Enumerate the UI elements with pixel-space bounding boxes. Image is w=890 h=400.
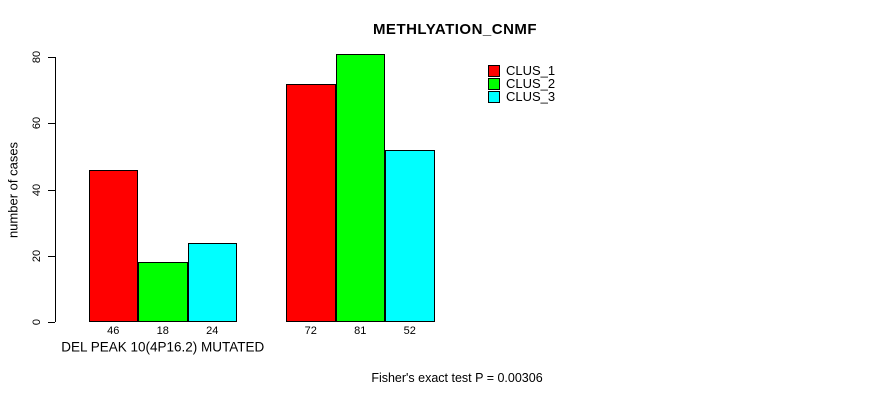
- legend-label: CLUS_1: [506, 63, 556, 78]
- bar-value-label: 81: [354, 325, 367, 337]
- legend-swatch-clus_2: [488, 77, 500, 90]
- y-axis-tick-label: 60: [31, 117, 43, 130]
- bar-value-label: 46: [107, 325, 120, 337]
- legend-item-clus_1: CLUS_1: [488, 64, 555, 77]
- y-axis-tick-label: 80: [31, 50, 43, 64]
- bar-value-label: 52: [403, 325, 416, 337]
- bar-clus_2-group2: [335, 53, 385, 322]
- y-axis-tick-label: 20: [31, 249, 43, 262]
- y-axis-tick: [48, 255, 55, 257]
- y-axis-tick: [48, 57, 55, 58]
- y-axis-label: number of cases: [5, 141, 21, 239]
- fisher-test-annotation: Fisher's exact test P = 0.00306: [371, 371, 543, 385]
- category-label: DEL PEAK 10(4P16.2) MUTATED: [61, 339, 265, 355]
- bar-clus_3-group2: [385, 149, 435, 322]
- y-axis-tick: [48, 123, 55, 125]
- bar-value-label: 18: [156, 325, 169, 337]
- bar-value-label: 72: [304, 325, 317, 337]
- y-axis-tick-label: 0: [31, 318, 43, 326]
- legend-label: CLUS_3: [506, 89, 556, 104]
- legend-item-clus_2: CLUS_2: [488, 77, 555, 90]
- legend-swatch-clus_3: [488, 90, 500, 103]
- legend: CLUS_1 CLUS_2 CLUS_3: [488, 64, 555, 103]
- y-axis-tick-label: 40: [31, 183, 43, 196]
- bar-clus_1-group2: [286, 83, 336, 322]
- y-axis-line: [55, 57, 56, 322]
- chart-title: METHLYATION_CNMF: [372, 21, 538, 38]
- bar-clus_3-group1: [187, 242, 237, 322]
- bar-clus_2-group1: [138, 262, 188, 322]
- bar-clus_1-group1: [88, 169, 138, 322]
- bar-value-label: 24: [206, 325, 219, 337]
- legend-swatch-clus_1: [488, 64, 500, 77]
- y-axis-tick: [48, 322, 55, 323]
- legend-item-clus_3: CLUS_3: [488, 90, 555, 103]
- y-axis-tick: [48, 189, 55, 191]
- legend-label: CLUS_2: [506, 76, 556, 91]
